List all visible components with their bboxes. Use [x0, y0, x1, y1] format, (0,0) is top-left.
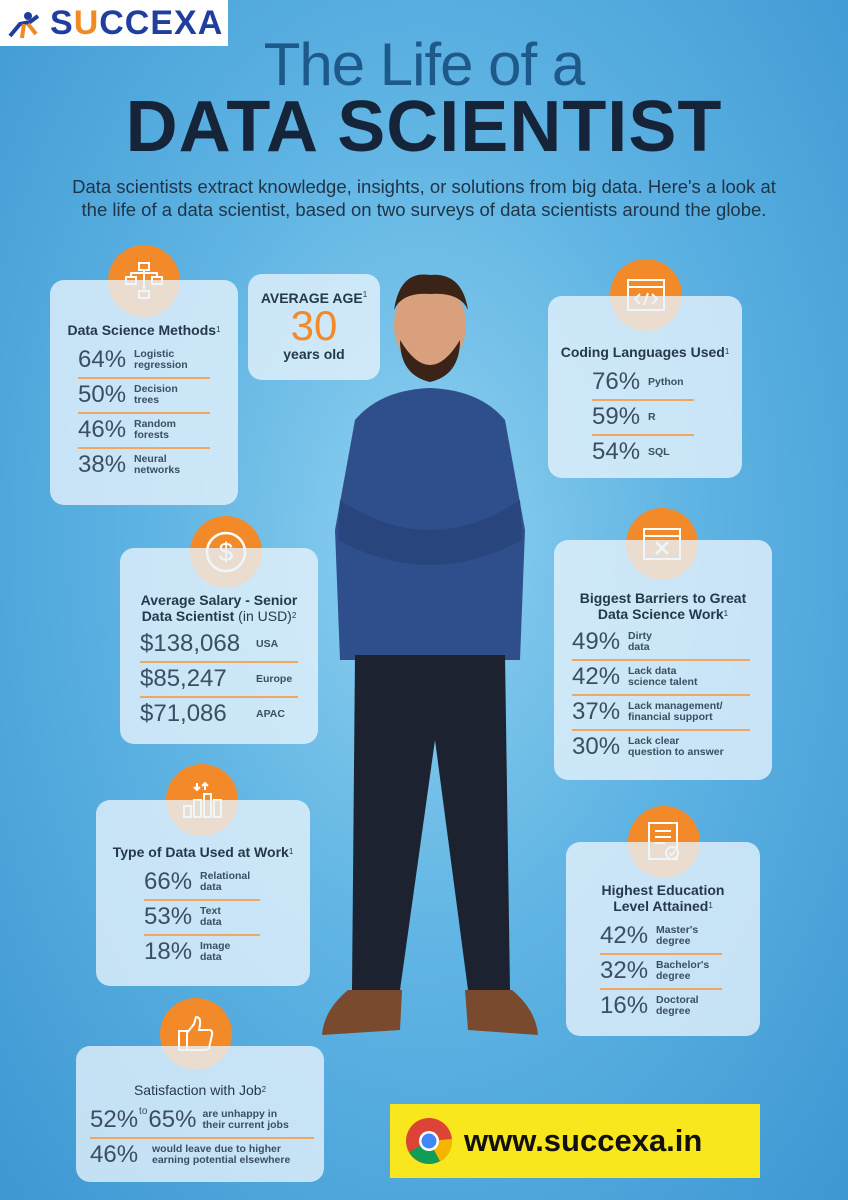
chrome-icon: [406, 1118, 453, 1164]
list-item: 59% R: [592, 401, 694, 436]
runner-logo-icon: [8, 12, 40, 39]
list-item: 53% Text data: [144, 901, 260, 936]
satisfaction-list: 52% to 65% are unhappy in their current …: [90, 1104, 314, 1172]
average-age-unit: years old: [283, 346, 345, 362]
list-item: 50% Decision trees: [78, 379, 210, 414]
methods-list: 64% Logistic regression 50% Decision trees…: [78, 344, 210, 482]
barriers-panel: Biggest Barriers to Great Data Science W…: [554, 540, 772, 780]
list-item: 16% Doctoral degree: [600, 992, 699, 1019]
list-item: 30% Lack clear question to answer: [572, 733, 724, 760]
list-item: 64% Logistic regression: [78, 344, 210, 379]
list-item: 76% Python: [592, 366, 694, 401]
satisfaction-title: Satisfaction with Job2: [133, 1082, 267, 1098]
list-item: 32% Bachelor's degree: [600, 955, 722, 990]
logo-text: SUCCEXA: [50, 4, 224, 42]
list-item: 37% Lack management/ financial support: [572, 696, 750, 731]
list-item: 46% Random forests: [78, 414, 210, 449]
salary-list: $138,068 USA $85,247 Europe $71,086 APAC: [140, 628, 298, 731]
coding-title: Coding Languages Used1: [560, 344, 730, 360]
title-line-1: The Life of a: [263, 31, 586, 98]
list-item: 42% Master's degree: [600, 920, 722, 955]
website-banner[interactable]: www.succexa.in: [390, 1104, 760, 1178]
intro-text: Data scientists extract knowledge, insig…: [72, 176, 776, 220]
list-item: $85,247 Europe: [140, 663, 298, 698]
list-item: 54% SQL: [592, 438, 670, 465]
list-item: $71,086 APAC: [140, 700, 285, 727]
website-url[interactable]: www.succexa.in: [464, 1123, 703, 1158]
data-types-title: Type of Data Used at Work1: [112, 844, 294, 860]
barriers-title: Biggest Barriers to Great Data Science W…: [579, 590, 747, 622]
methods-title: Data Science Methods1: [67, 322, 221, 338]
data-scientist-photo: [322, 274, 538, 1035]
coding-list: 76% Python 59% R 54% SQL: [592, 366, 694, 469]
salary-panel: Average Salary - Senior Data Scientist (…: [120, 548, 318, 744]
average-age-title: AVERAGE AGE1: [260, 290, 368, 306]
satisfaction-panel: Satisfaction with Job2 52% to 65% are un…: [76, 1046, 324, 1182]
methods-panel: Data Science Methods1 64% Logistic regres…: [50, 280, 238, 505]
data-types-list: 66% Relational data 53% Text data 18% Image…: [144, 866, 260, 969]
education-title: Highest Education Level Attained1: [601, 882, 725, 914]
list-item: 49% Dirty data: [572, 626, 750, 661]
salary-title: Average Salary - Senior Data Scientist (…: [140, 592, 298, 624]
list-item: 66% Relational data: [144, 866, 260, 901]
average-age-value: 30: [290, 302, 338, 349]
list-item: 18% Image data: [144, 938, 231, 965]
barriers-list: 49% Dirty data 42% Lack data science talen…: [572, 626, 750, 764]
list-item: 52% to 65% are unhappy in their current …: [90, 1104, 314, 1139]
list-item: 38% Neural networks: [78, 451, 181, 478]
education-list: 42% Master's degree 32% Bachelor's degree …: [600, 920, 722, 1023]
logo: SUCCEXA: [0, 0, 228, 46]
data-types-panel: Type of Data Used at Work1 66% Relational…: [96, 800, 310, 986]
coding-panel: Coding Languages Used1 76% Python 59% R 54…: [548, 296, 742, 478]
education-panel: Highest Education Level Attained1 42% Mas…: [566, 842, 760, 1036]
average-age-panel: AVERAGE AGE1 30 years old: [248, 274, 380, 380]
list-item: 46% would leave due to higher earning po…: [90, 1141, 291, 1168]
list-item: $138,068 USA: [140, 628, 298, 663]
title-line-2: DATA SCIENTIST: [125, 87, 723, 167]
list-item: 42% Lack data science talent: [572, 661, 750, 696]
